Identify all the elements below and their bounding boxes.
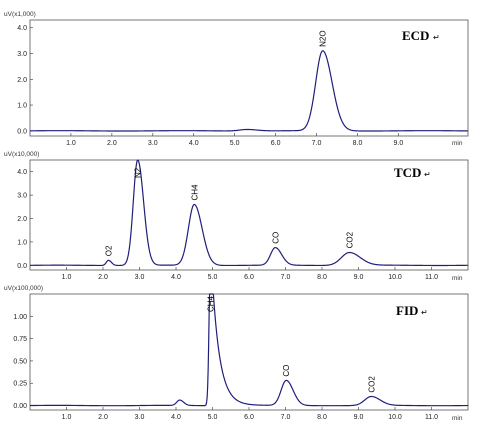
fid-x-tick-label: 5.0 bbox=[208, 414, 218, 421]
ecd-peak-labels: N2O bbox=[319, 30, 328, 46]
fid-x-tick-label: 7.0 bbox=[281, 414, 291, 421]
tcd-trace bbox=[29, 159, 469, 267]
fid-x-tick-label: 6.0 bbox=[244, 414, 254, 421]
fid-x-tick-label: 10.0 bbox=[388, 414, 402, 421]
fid-trace bbox=[29, 293, 469, 407]
fid-x-tick-label: 9.0 bbox=[354, 414, 364, 421]
ecd-y-tick-label: 0.0 bbox=[17, 128, 27, 135]
tcd-y-tick-label: 1.0 bbox=[17, 239, 27, 246]
fid-x-tick-label: 3.0 bbox=[135, 414, 145, 421]
tcd-y-tick-label: 2.0 bbox=[17, 216, 27, 223]
ecd-x-tick-label: 1.0 bbox=[66, 140, 76, 147]
ecd-y-tick-label: 4.0 bbox=[17, 25, 27, 32]
tcd-x-unit-label: min bbox=[452, 275, 463, 282]
ecd-x-tick-label: 6.0 bbox=[271, 140, 281, 147]
tcd-x-tick-label: 11.0 bbox=[425, 274, 438, 281]
tcd-x-tick-label: 9.0 bbox=[354, 274, 364, 281]
ecd-y-tick-label: 3.0 bbox=[17, 51, 27, 58]
tcd-peak-label-n2: N2 bbox=[134, 167, 143, 178]
tcd-y-tick-label: 0.0 bbox=[17, 263, 27, 270]
tcd-x-tick-label: 4.0 bbox=[171, 274, 181, 281]
ecd-label-mark: ↵ bbox=[433, 33, 440, 42]
tcd-peak-label-co: CO bbox=[271, 232, 280, 244]
tcd-peak-labels: O2 N2 CH4 CO CO2 bbox=[105, 167, 355, 256]
tcd-x-tick-label: 7.0 bbox=[281, 274, 291, 281]
ecd-ticks: 1.0 2.0 3.0 4.0 5.0 6.0 7.0 8.0 9.0 0.0 1.0 2.0 3.0 4… bbox=[17, 25, 403, 147]
fid-y-tick-label: 0.75 bbox=[13, 336, 27, 343]
ecd-x-tick-label: 2.0 bbox=[107, 140, 117, 147]
fid-detector-label: FID bbox=[396, 303, 418, 318]
fid-x-unit-label: min bbox=[452, 415, 463, 422]
fid-peak-label-ch4: CH4 bbox=[207, 295, 216, 312]
fid-y-tick-label: 0.50 bbox=[13, 358, 27, 365]
ecd-panel: uV(x1,000) min ECD ↵ 1.0 2.0 3.0 4.0 5.0 6.0 7… bbox=[4, 11, 469, 147]
fid-y-tick-label: 0.25 bbox=[13, 381, 27, 388]
ecd-x-tick-label: 4.0 bbox=[189, 140, 199, 147]
ecd-y-tick-label: 2.0 bbox=[17, 77, 27, 84]
tcd-x-tick-label: 10.0 bbox=[388, 274, 402, 281]
tcd-y-unit-label: uV(x10,000) bbox=[4, 151, 39, 158]
fid-x-tick-label: 4.0 bbox=[171, 414, 181, 421]
tcd-x-tick-label: 3.0 bbox=[135, 274, 145, 281]
fid-ticks: 1.0 2.0 3.0 4.0 5.0 6.0 7.0 8.0 9.0 10.0 11.0 0.00 0… bbox=[13, 314, 438, 421]
fid-panel: uV(x100,000) min FID ↵ 1.0 2.0 3.0 4.0 5.0 6.… bbox=[4, 285, 469, 422]
fid-x-tick-label: 2.0 bbox=[98, 414, 108, 421]
fid-y-tick-label: 0.00 bbox=[13, 403, 27, 410]
tcd-x-tick-label: 5.0 bbox=[208, 274, 218, 281]
tcd-peak-label-ch4: CH4 bbox=[190, 184, 199, 201]
fid-peak-label-co: CO bbox=[282, 365, 291, 377]
fid-x-tick-label: 11.0 bbox=[425, 414, 438, 421]
fid-y-tick-label: 1.00 bbox=[13, 314, 27, 321]
tcd-peak-label-o2: O2 bbox=[105, 245, 114, 256]
tcd-ticks: 1.0 2.0 3.0 4.0 5.0 6.0 7.0 8.0 9.0 10.0 11.0 0.0 1.… bbox=[17, 169, 438, 281]
ecd-x-tick-label: 8.0 bbox=[353, 140, 363, 147]
tcd-plot-frame bbox=[29, 159, 469, 271]
ecd-peak-label-n2o: N2O bbox=[319, 30, 328, 46]
ecd-x-unit-label: min bbox=[452, 140, 463, 147]
ecd-x-tick-label: 7.0 bbox=[312, 140, 322, 147]
fid-label-mark: ↵ bbox=[421, 308, 428, 317]
tcd-x-tick-label: 6.0 bbox=[244, 274, 254, 281]
fid-x-tick-label: 1.0 bbox=[62, 414, 72, 421]
tcd-panel: uV(x10,000) min TCD ↵ 1.0 2.0 3.0 4.0 5.0 6.0… bbox=[4, 151, 469, 282]
fid-peak-labels: CH4 CO CO2 bbox=[207, 295, 377, 392]
fid-x-tick-label: 8.0 bbox=[317, 414, 327, 421]
tcd-y-tick-label: 4.0 bbox=[17, 169, 27, 176]
tcd-detector-label: TCD bbox=[394, 165, 421, 180]
ecd-detector-label: ECD bbox=[402, 28, 429, 43]
ecd-trace bbox=[29, 50, 469, 132]
fid-plot-frame bbox=[29, 293, 469, 411]
tcd-y-tick-label: 3.0 bbox=[17, 193, 27, 200]
tcd-peak-label-co2: CO2 bbox=[345, 231, 354, 248]
ecd-plot-frame bbox=[29, 19, 469, 137]
ecd-y-unit-label: uV(x1,000) bbox=[4, 11, 36, 18]
tcd-x-tick-label: 2.0 bbox=[98, 274, 108, 281]
fid-peak-label-co2: CO2 bbox=[367, 376, 376, 393]
ecd-y-tick-label: 1.0 bbox=[17, 103, 27, 110]
fid-y-unit-label: uV(x100,000) bbox=[4, 285, 43, 292]
ecd-x-tick-label: 5.0 bbox=[230, 140, 240, 147]
tcd-x-tick-label: 1.0 bbox=[62, 274, 72, 281]
ecd-x-tick-label: 3.0 bbox=[148, 140, 158, 147]
tcd-x-tick-label: 8.0 bbox=[317, 274, 327, 281]
tcd-label-mark: ↵ bbox=[424, 170, 431, 179]
ecd-x-tick-label: 9.0 bbox=[394, 140, 404, 147]
